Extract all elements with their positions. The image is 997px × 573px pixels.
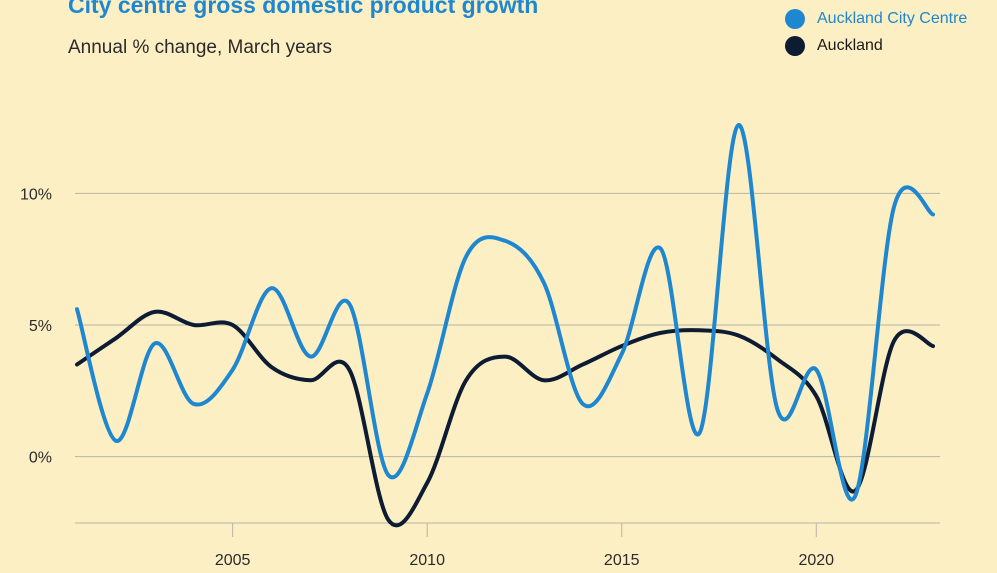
- series-lines: [75, 122, 935, 528]
- x-tick-label: 2020: [798, 552, 834, 569]
- y-tick-label: 0%: [29, 450, 52, 467]
- series-line-auckland: [75, 309, 935, 528]
- gridlines: [75, 192, 940, 458]
- tick-labels: 0% 5% 10% 2005 2010 2015 2020: [20, 186, 834, 569]
- x-tick-label: 2005: [215, 552, 251, 569]
- legend-label-auckland-city-centre: Auckland City Centre: [817, 10, 968, 27]
- legend-swatch-auckland: [785, 36, 805, 56]
- legend-label-auckland: Auckland: [817, 37, 883, 54]
- x-tick-label: 2015: [604, 552, 640, 569]
- x-tick-label: 2010: [409, 552, 445, 569]
- legend-item-auckland-city-centre: Auckland City Centre: [785, 7, 997, 31]
- legend-item-auckland: Auckland: [785, 34, 997, 58]
- chart-subtitle: Annual % change, March years: [68, 37, 333, 58]
- y-tick-label: 10%: [20, 186, 52, 203]
- x-axis: [75, 522, 940, 537]
- y-tick-label: 5%: [29, 318, 52, 335]
- chart-title: City centre gross domestic product growt…: [68, 0, 539, 18]
- legend-swatch-auckland-city-centre: [785, 9, 805, 29]
- series-line-auckland-city-centre: [75, 122, 935, 502]
